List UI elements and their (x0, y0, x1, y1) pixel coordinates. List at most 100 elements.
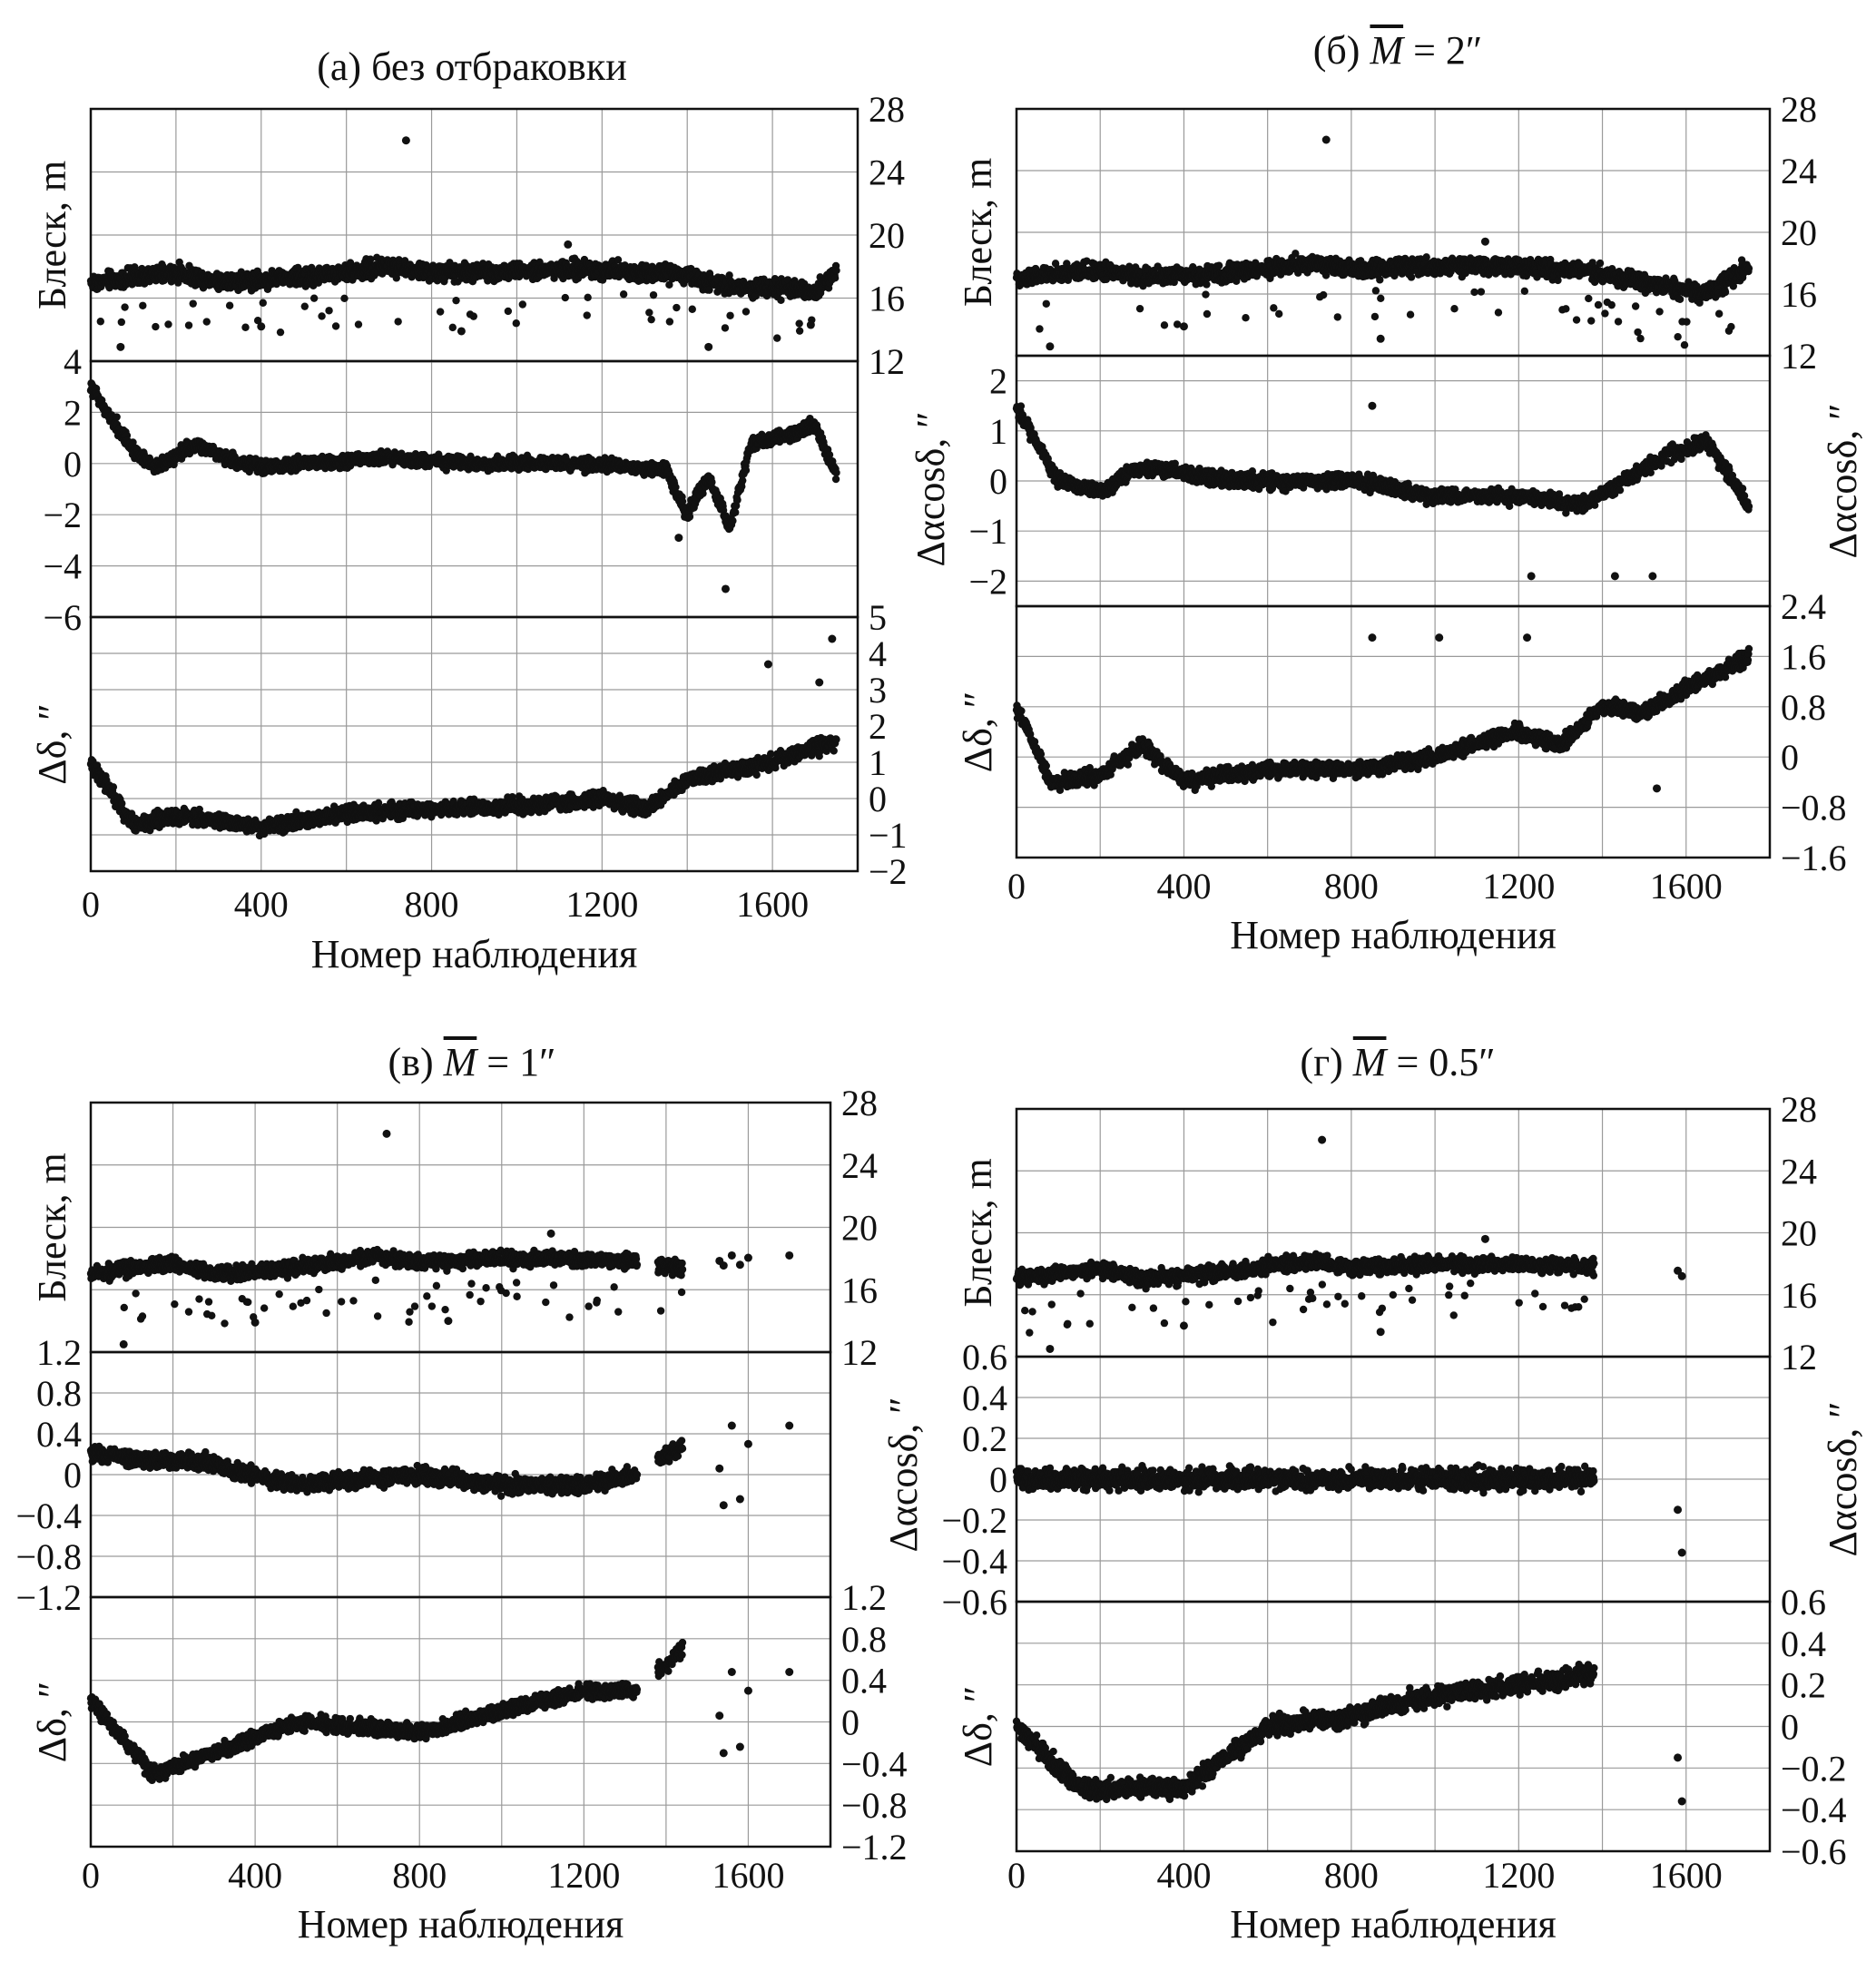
data-point (699, 489, 707, 497)
y-tick-label: 20 (869, 215, 905, 256)
y-axis-label: Δδ, ″ (30, 703, 74, 784)
data-point (225, 301, 234, 309)
y-tick-label: −2 (43, 495, 82, 535)
data-point (189, 299, 197, 308)
y-axis-label: Δαcosδ, ″ (909, 411, 953, 566)
outlier-point (704, 342, 713, 351)
data-point (832, 266, 840, 275)
series-points (86, 136, 840, 351)
panel-v-title: (в) M = 1″ (91, 1039, 853, 1085)
y-axis-label: Блеск, m (30, 161, 74, 309)
outlier-point (564, 240, 573, 249)
y-tick-label: 0 (869, 779, 887, 819)
data-point (738, 476, 747, 485)
y-tick-label: 12 (869, 341, 905, 382)
data-point (726, 311, 734, 319)
data-point (688, 305, 696, 313)
data-point (561, 293, 569, 302)
y-tick-label: 5 (869, 597, 887, 638)
data-point (202, 318, 211, 326)
data-point (318, 312, 326, 320)
data-point (121, 303, 129, 311)
data-point (795, 319, 803, 328)
data-point (773, 334, 781, 342)
panel-b-title-m: M (1370, 28, 1404, 73)
panel-v-title-value: = 1″ (486, 1040, 556, 1084)
y-tick-label: 16 (869, 279, 905, 319)
y-tick-label: 28 (869, 89, 905, 130)
data-point (742, 308, 751, 316)
panel-g-title-m: M (1352, 1040, 1387, 1084)
data-point (832, 468, 840, 477)
subplot-frame (89, 615, 859, 873)
data-point (436, 308, 445, 316)
y-tick-label: 2 (869, 706, 887, 747)
data-point (354, 320, 363, 328)
data-point (673, 303, 681, 312)
panel-v-title-prefix: (в) (388, 1040, 434, 1084)
y-tick-label: 0 (64, 444, 82, 485)
data-point (96, 318, 105, 326)
data-point (721, 324, 730, 332)
data-point (647, 315, 655, 324)
data-point (469, 312, 478, 320)
data-point (300, 302, 309, 310)
outlier-point (674, 534, 683, 543)
data-point (448, 323, 457, 332)
data-point (340, 294, 349, 303)
outlier-point (116, 342, 125, 351)
y-tick-label: −1 (869, 815, 908, 856)
data-point (394, 318, 402, 326)
panel-a-title: (а) без отбраковки (91, 44, 853, 90)
data-point (665, 318, 674, 326)
data-point (583, 311, 591, 319)
y-tick-label: 4 (869, 633, 887, 674)
outlier-point (457, 327, 466, 336)
y-tick-label: 3 (869, 670, 887, 711)
y-tick-label: 1 (869, 742, 887, 783)
data-point (117, 318, 126, 327)
data-point (830, 274, 840, 282)
data-point (164, 320, 172, 328)
y-tick-label: −2 (869, 851, 908, 892)
data-point (139, 301, 147, 309)
data-point (131, 263, 139, 271)
series-points (86, 634, 840, 840)
y-tick-label: 4 (64, 341, 82, 382)
data-point (184, 321, 193, 329)
data-point (777, 296, 785, 304)
data-point (649, 290, 658, 299)
data-point (113, 413, 121, 421)
panel-b-title: (б) M = 2″ (1017, 27, 1779, 74)
panel-a-mag-subplot: 12 16 20 24 28 Блеск, m (30, 89, 905, 382)
data-point (331, 322, 340, 330)
data-point (742, 466, 751, 475)
data-point (504, 307, 513, 316)
data-point (374, 799, 383, 808)
data-point (325, 307, 333, 315)
data-point (309, 294, 319, 302)
panel-a-title-text: (а) без отбраковки (317, 44, 627, 89)
data-point (241, 323, 250, 331)
y-tick-label: 24 (869, 152, 905, 193)
series-points (86, 379, 840, 593)
panel-g-title-value: = 0.5″ (1396, 1040, 1496, 1084)
data-point (512, 319, 520, 328)
outlier-point (401, 136, 410, 145)
data-point (152, 322, 160, 331)
panel-v-title-m: M (443, 1040, 477, 1084)
panel-b-title-value: = 2″ (1413, 28, 1483, 73)
data-point (452, 296, 460, 305)
data-point (584, 293, 592, 302)
panel-b-title-prefix: (б) (1312, 28, 1360, 73)
data-point (518, 300, 527, 309)
outlier-point (257, 322, 266, 331)
data-point (672, 483, 680, 492)
data-point (109, 783, 118, 791)
panel-g-title-prefix: (г) (1300, 1040, 1343, 1084)
data-point (795, 327, 804, 335)
